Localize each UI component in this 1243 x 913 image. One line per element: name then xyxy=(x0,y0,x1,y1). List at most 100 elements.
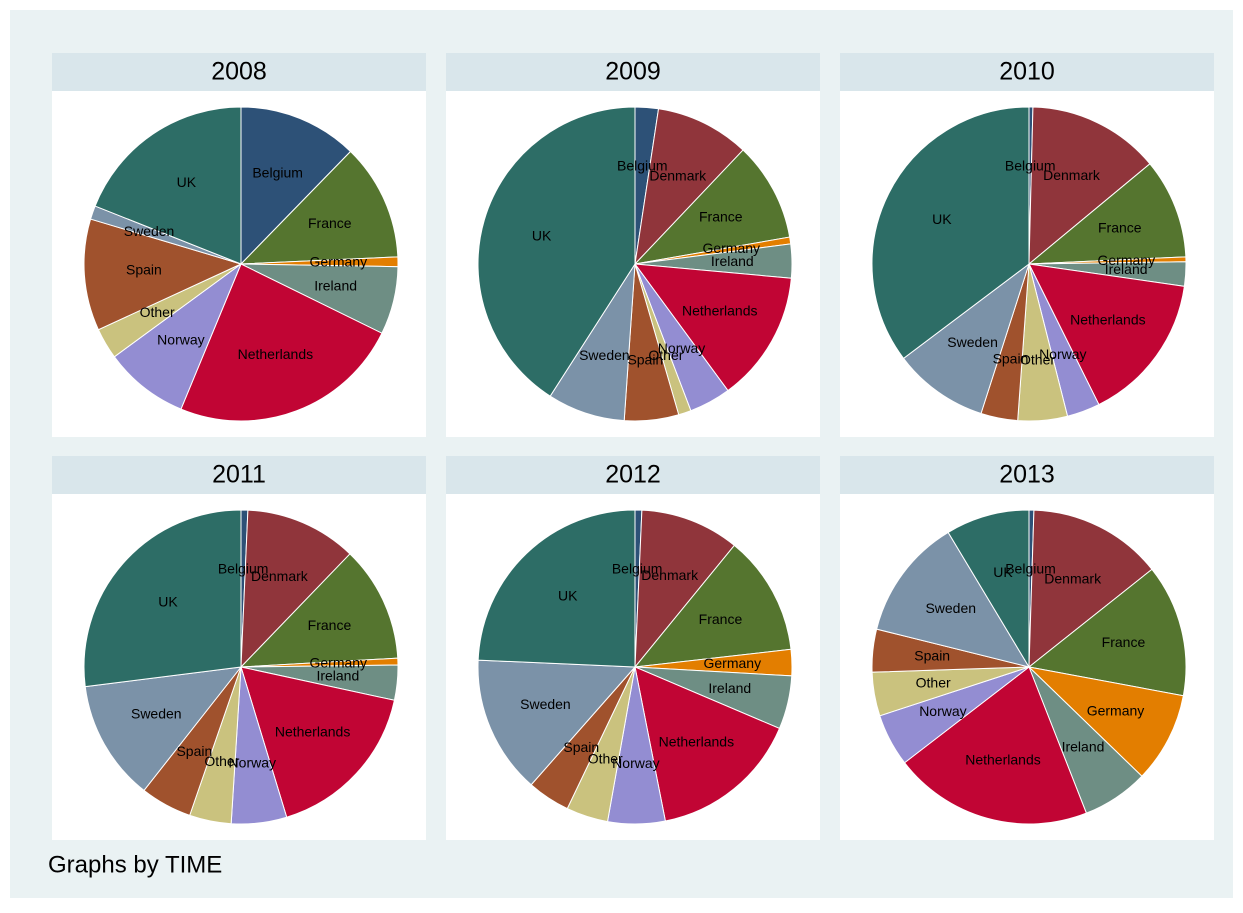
slice-label: Sweden xyxy=(947,334,998,350)
slice-label: Belgium xyxy=(617,158,668,174)
pie-slice xyxy=(83,509,242,688)
pie-slice xyxy=(477,509,636,668)
panel-title: 2013 xyxy=(999,461,1055,489)
panel-header xyxy=(446,456,820,494)
panel-header xyxy=(446,53,820,91)
panel-title: 2010 xyxy=(999,58,1055,86)
pie-slice xyxy=(633,149,791,265)
slice-label: Other xyxy=(204,753,239,769)
pie-slice xyxy=(633,263,792,392)
slice-label: France xyxy=(308,617,352,633)
slice-label: Belgium xyxy=(252,165,303,181)
slice-label: Germany xyxy=(704,655,762,671)
pie-slice xyxy=(477,659,637,786)
slice-label: Ireland xyxy=(316,667,359,683)
slice-label: Sweden xyxy=(925,600,976,616)
panel-header xyxy=(52,456,426,494)
slice-label: Sweden xyxy=(131,706,182,722)
pie-slice xyxy=(94,106,242,265)
pie-slice xyxy=(239,150,399,265)
slice-label: Norway xyxy=(157,331,204,347)
pie-slice xyxy=(634,108,744,266)
slice-label: UK xyxy=(558,587,578,603)
slice-label: Ireland xyxy=(314,278,357,294)
slice-label: Sweden xyxy=(124,223,175,239)
slice-label: Other xyxy=(1020,352,1055,368)
slice-label: Spain xyxy=(126,262,162,278)
slice-label: France xyxy=(699,611,743,627)
slice-label: Denmark xyxy=(1043,167,1101,183)
pie-slice xyxy=(871,106,1030,360)
slice-label: Germany xyxy=(1087,702,1145,718)
slice-label: Denmark xyxy=(1044,571,1102,587)
slice-label: UK xyxy=(932,211,952,227)
panel-title: 2011 xyxy=(212,461,266,489)
slice-label: Other xyxy=(916,675,951,691)
slice-label: Denmark xyxy=(251,568,309,584)
pie-slice xyxy=(1027,163,1187,265)
pie-slice xyxy=(1027,666,1184,777)
pie-slice xyxy=(1027,568,1187,697)
slice-label: Spain xyxy=(914,647,950,663)
panel-title: 2009 xyxy=(605,58,661,86)
pie-slice xyxy=(239,553,399,668)
slice-label: Norway xyxy=(919,703,966,719)
slice-label: Norway xyxy=(612,755,659,771)
slice-label: Spain xyxy=(563,739,599,755)
pie-slice xyxy=(903,666,1088,825)
slice-label: UK xyxy=(532,227,552,243)
slice-label: France xyxy=(699,209,743,225)
slice-label: UK xyxy=(993,564,1013,580)
pie-slice xyxy=(902,262,1030,415)
slice-label: Other xyxy=(140,304,175,320)
slice-label: Germany xyxy=(1098,252,1156,268)
slice-label: Spain xyxy=(993,350,1029,366)
slice-label: Norway xyxy=(1039,346,1086,362)
panel-title: 2012 xyxy=(605,461,661,489)
pie-slice xyxy=(1028,509,1153,669)
slice-label: Spain xyxy=(627,351,663,367)
pie-slice xyxy=(477,106,636,397)
pie-slice xyxy=(1028,106,1151,266)
pie-slice xyxy=(240,666,396,818)
slice-label: Ireland xyxy=(711,253,754,269)
slice-label: Norway xyxy=(229,754,276,770)
note: Graphs by TIME xyxy=(48,851,222,878)
slice-label: Ireland xyxy=(1062,739,1105,755)
pie-slice xyxy=(113,262,243,410)
slice-label: Netherlands xyxy=(682,303,758,319)
slice-label: Ireland xyxy=(708,680,751,696)
slice-label: Germany xyxy=(310,253,368,269)
slice-label: Spain xyxy=(176,743,212,759)
pie-slice xyxy=(1028,263,1185,406)
slice-label: Belgium xyxy=(1005,157,1056,173)
pie-slice xyxy=(240,509,351,669)
slice-label: Ireland xyxy=(1105,261,1148,277)
slice-label: Sweden xyxy=(579,347,630,363)
pie-slice xyxy=(947,509,1030,669)
panel-header xyxy=(52,53,426,91)
slice-label: Norway xyxy=(658,340,705,356)
slice-label: UK xyxy=(177,174,197,190)
slice-label: Belgium xyxy=(218,560,269,576)
panel-header xyxy=(840,456,1214,494)
slice-label: France xyxy=(1102,634,1146,650)
slice-label: Germany xyxy=(309,654,367,670)
panel-header xyxy=(840,53,1214,91)
pie-slice xyxy=(634,509,736,669)
slice-label: Denmark xyxy=(641,567,699,583)
slice-label: Germany xyxy=(702,240,760,256)
slice-label: France xyxy=(308,215,352,231)
slice-label: Netherlands xyxy=(659,733,735,749)
slice-label: Other xyxy=(648,347,683,363)
panel-title: 2008 xyxy=(211,58,267,86)
pie-slice xyxy=(876,531,1031,668)
slice-label: Netherlands xyxy=(965,752,1041,768)
slice-label: Other xyxy=(588,750,623,766)
pie-slice xyxy=(180,263,383,422)
slice-label: Netherlands xyxy=(238,346,314,362)
pie-slice xyxy=(634,666,781,822)
slice-label: Netherlands xyxy=(1070,312,1146,328)
slice-label: Belgium xyxy=(612,560,663,576)
